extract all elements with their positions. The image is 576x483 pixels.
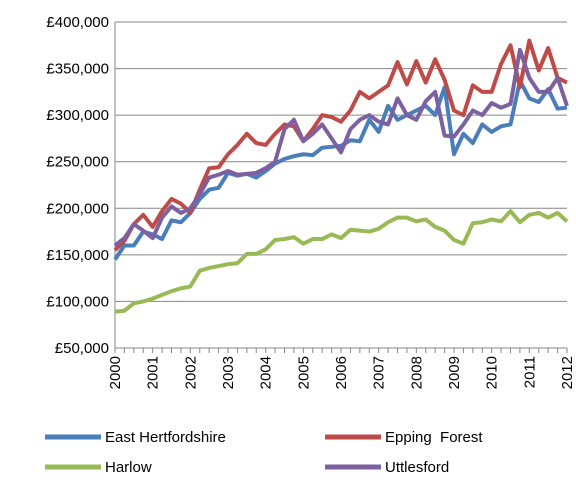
- y-tick-label: £350,000: [46, 61, 109, 78]
- x-tick-label: 2005: [295, 356, 312, 389]
- x-tick-label: 2008: [408, 356, 425, 389]
- x-tick-label: 2000: [107, 356, 124, 389]
- x-tick-label: 2002: [182, 356, 199, 389]
- y-tick-label: £200,000: [46, 200, 109, 217]
- x-tick-label: 2012: [559, 356, 576, 389]
- legend-label: Harlow: [105, 459, 152, 476]
- x-tick-label: 2007: [371, 356, 388, 389]
- legend-label: Uttlesford: [385, 459, 449, 476]
- y-tick-label: £250,000: [46, 154, 109, 171]
- x-tick-label: 2010: [484, 356, 501, 389]
- x-tick-label: 2009: [446, 356, 463, 389]
- legend-label: Epping Forest: [385, 429, 483, 446]
- x-tick-label: 2006: [333, 356, 350, 389]
- y-tick-label: £400,000: [46, 14, 109, 31]
- y-tick-label: £150,000: [46, 247, 109, 264]
- x-tick-label: 2011: [521, 356, 538, 388]
- series-line: [113, 38, 568, 252]
- x-tick-label: 2004: [258, 356, 275, 389]
- series-line: [114, 209, 569, 314]
- legend-label: East Hertfordshire: [105, 429, 226, 446]
- x-tick-label: 2001: [145, 356, 162, 389]
- y-tick-label: £300,000: [46, 107, 109, 124]
- y-tick-label: £100,000: [46, 293, 109, 310]
- x-tick-label: 2003: [220, 356, 237, 389]
- series-line: [113, 47, 569, 248]
- y-tick-label: £50,000: [55, 340, 109, 357]
